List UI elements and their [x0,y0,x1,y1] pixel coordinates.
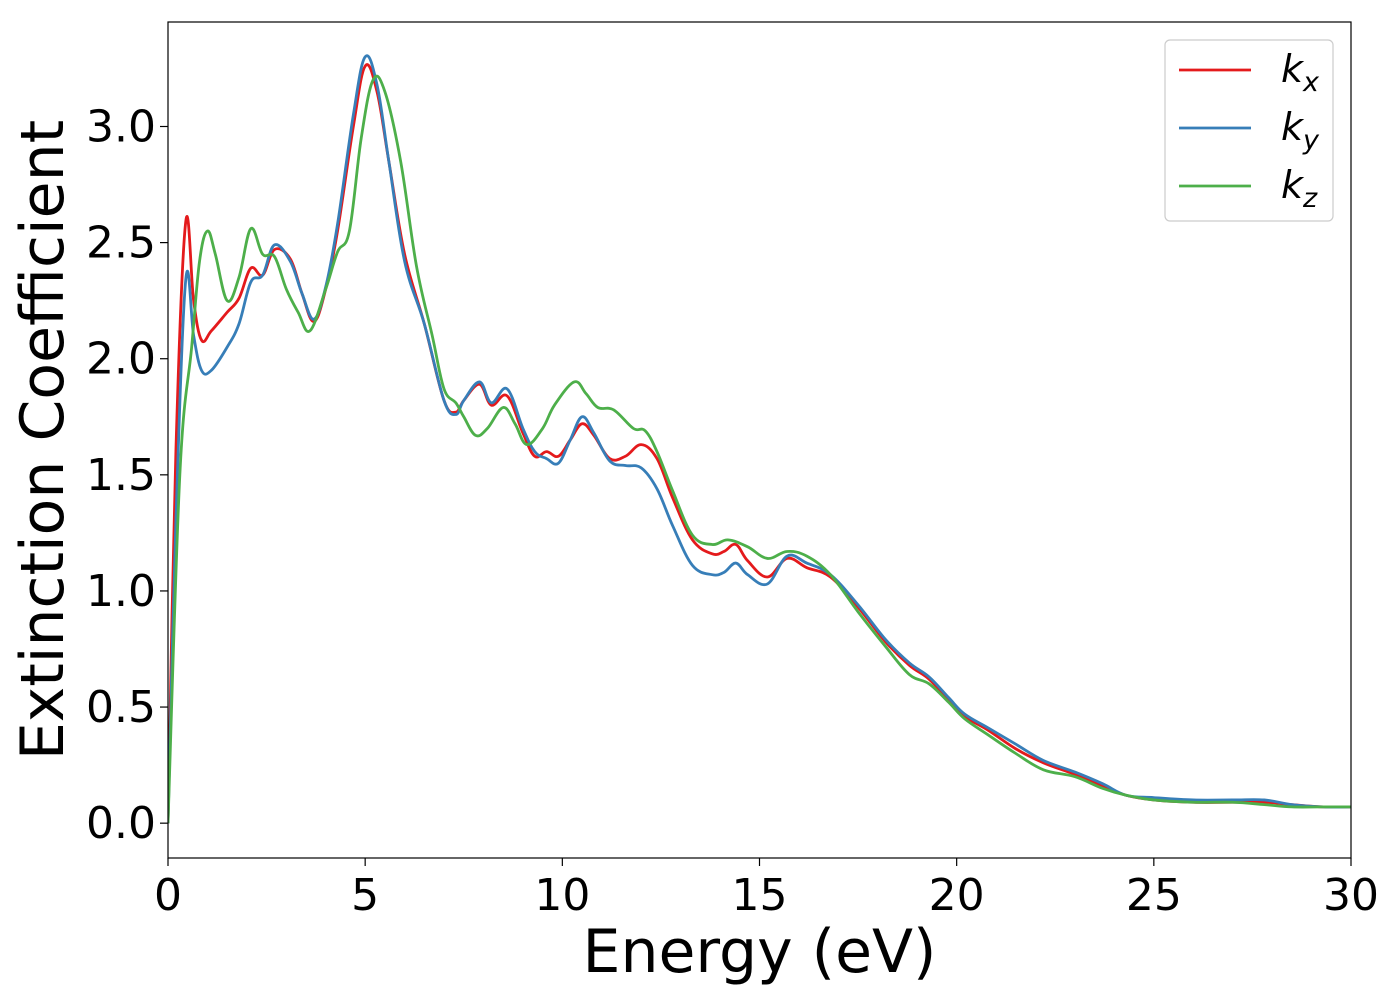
x-tick-label: 10 [534,870,590,921]
x-axis-title: Energy (eV) [583,917,937,987]
series-line-y [168,54,1351,824]
y-tick-label: 2.0 [86,334,156,385]
legend-label-x: kx [1281,47,1320,98]
y-tick-label: 3.0 [86,102,156,153]
legend-box [1164,39,1334,222]
x-axis-ticks: 0 5 10 15 20 25 30 [154,858,1379,921]
legend-label-z: kz [1281,163,1318,214]
x-tick-label: 0 [154,870,182,921]
y-tick-label: 1.0 [86,566,156,617]
y-tick-label: 0.5 [86,682,156,733]
series-line-z [168,74,1351,824]
y-axis-title: Extinction Coefficient [8,120,78,760]
x-tick-label: 15 [732,870,788,921]
y-tick-label: 0.0 [86,798,156,849]
series-layer [168,54,1351,824]
legend-label-y: ky [1281,105,1320,156]
x-tick-label: 25 [1126,870,1182,921]
y-tick-label: 2.5 [86,218,156,269]
legend: kx ky kz [1164,39,1334,222]
x-tick-label: 30 [1323,870,1379,921]
x-tick-label: 20 [929,870,985,921]
x-tick-label: 5 [351,870,379,921]
y-tick-label: 1.5 [86,450,156,501]
y-axis-ticks: 0.0 0.5 1.0 1.5 2.0 2.5 3.0 [86,102,168,849]
